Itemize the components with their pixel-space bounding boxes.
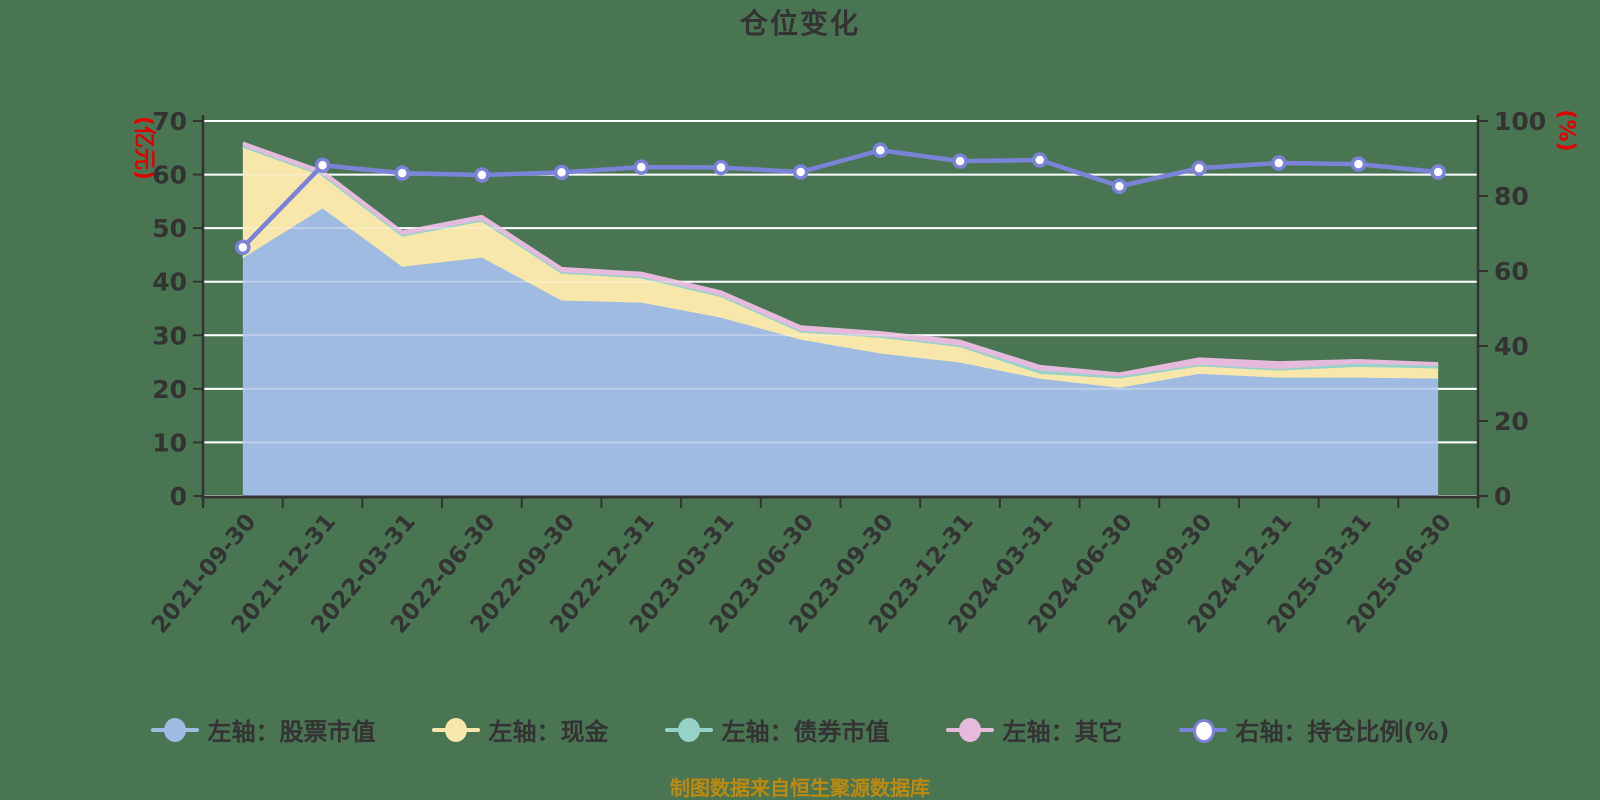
line-marker — [792, 164, 809, 180]
legend-label: 右轴：持仓比例(%) — [1235, 718, 1450, 746]
legend-item-4[interactable]: 右轴：持仓比例(%) — [1178, 712, 1450, 747]
legend-label: 左轴：其它 — [1002, 718, 1123, 746]
legend-label: 左轴：现金 — [488, 718, 609, 746]
left-axis-tick-label: 10 — [152, 428, 187, 457]
left-axis-tick-label: 0 — [170, 482, 187, 511]
line-marker — [235, 239, 251, 256]
line-marker — [314, 157, 331, 173]
line-marker — [1430, 164, 1446, 180]
legend-marker-icon — [945, 717, 994, 743]
line-marker — [952, 153, 968, 169]
line-marker — [713, 159, 729, 176]
legend-item-1[interactable]: 左轴：现金 — [431, 712, 609, 747]
line-marker — [1271, 155, 1287, 171]
left-axis-tick-label: 60 — [152, 161, 187, 190]
legend-marker-icon — [1178, 717, 1227, 743]
left-axis-tick-label: 20 — [152, 375, 187, 404]
line-marker — [1031, 152, 1048, 168]
left-axis-tick-label: 40 — [152, 268, 187, 297]
legend-marker-icon — [150, 717, 199, 743]
line-marker — [1111, 178, 1128, 194]
right-axis-tick-label: 0 — [1494, 482, 1511, 511]
right-axis-tick-label: 60 — [1494, 257, 1529, 286]
legend-item-3[interactable]: 左轴：其它 — [945, 712, 1123, 747]
legend-item-0[interactable]: 左轴：股票市值 — [150, 712, 376, 747]
line-marker — [633, 159, 650, 175]
left-axis-tick-label: 70 — [152, 107, 187, 136]
line-marker — [1191, 160, 1207, 176]
percent-line — [241, 148, 1439, 249]
right-axis-tick-label: 20 — [1494, 407, 1529, 436]
legend-marker-icon — [431, 717, 480, 743]
right-axis-tick-label: 80 — [1494, 182, 1529, 211]
left-axis-tick-label: 30 — [152, 321, 187, 350]
area-edge-3 — [242, 141, 1439, 376]
legend: 左轴：股票市值 左轴：现金 左轴：债券市值 左轴：其它 右轴：持仓比例(%) — [0, 712, 1600, 747]
legend-label: 左轴：债券市值 — [721, 718, 890, 746]
source-note: 制图数据来自恒生聚源数据库 — [670, 776, 930, 800]
legend-label: 左轴：股票市值 — [207, 718, 376, 746]
line-marker — [474, 167, 490, 183]
line-marker — [1350, 156, 1367, 172]
right-axis-tick-label: 100 — [1494, 107, 1546, 136]
line-marker — [872, 142, 889, 158]
legend-item-2[interactable]: 左轴：债券市值 — [664, 712, 890, 747]
line-marker — [394, 165, 410, 181]
line-marker — [553, 164, 570, 181]
area-series-1 — [242, 147, 1439, 388]
area-series-0 — [242, 208, 1439, 497]
left-axis-tick-label: 50 — [152, 214, 187, 243]
legend-marker-icon — [664, 717, 713, 743]
chart-title: 仓位变化 — [739, 7, 860, 40]
right-axis-tick-label: 40 — [1494, 332, 1529, 361]
